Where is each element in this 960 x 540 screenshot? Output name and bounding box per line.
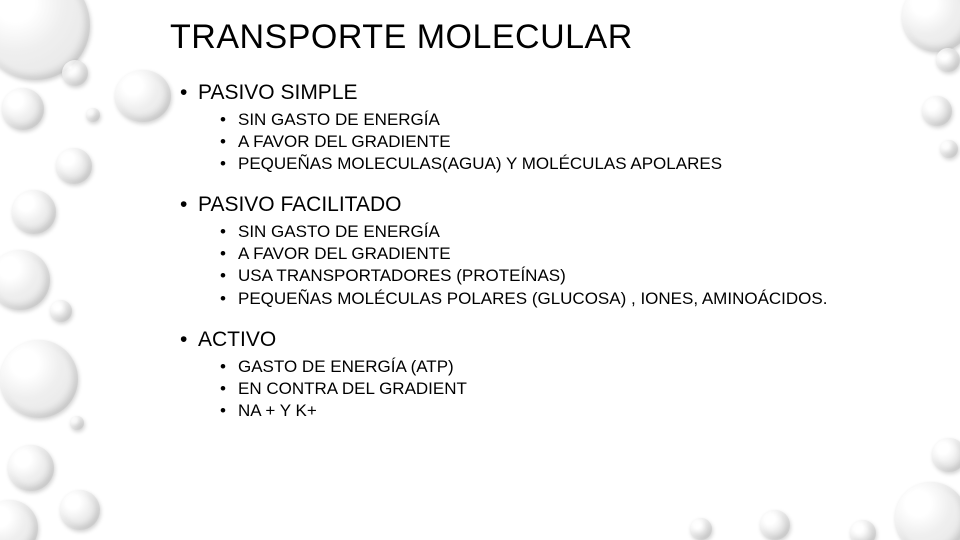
droplet-icon [760,510,790,540]
list-item: EN CONTRA DEL GRADIENT [220,378,920,400]
section: ACTIVO GASTO DE ENERGÍA (ATP)EN CONTRA DE… [180,328,920,422]
list-item: SIN GASTO DE ENERGÍA [220,221,920,243]
list-item: PEQUEÑAS MOLECULAS(AGUA) Y MOLÉCULAS APO… [220,153,920,175]
section-items: SIN GASTO DE ENERGÍAA FAVOR DEL GRADIENT… [220,109,920,175]
droplet-icon [850,520,876,540]
section-items: GASTO DE ENERGÍA (ATP)EN CONTRA DEL GRAD… [220,356,920,422]
section-items: SIN GASTO DE ENERGÍAA FAVOR DEL GRADIENT… [220,221,920,309]
list-item: USA TRANSPORTADORES (PROTEÍNAS) [220,265,920,287]
slide-content: TRANSPORTE MOLECULAR PASIVO SIMPLE SIN GA… [0,0,960,460]
section-heading: ACTIVO [180,328,920,352]
droplet-icon [0,500,38,540]
list-item: PEQUEÑAS MOLÉCULAS POLARES (GLUCOSA) , I… [220,288,920,310]
slide-title: TRANSPORTE MOLECULAR [170,18,920,57]
section-heading: PASIVO SIMPLE [180,81,920,105]
section-heading: PASIVO FACILITADO [180,193,920,217]
droplet-icon [690,518,712,540]
list-item: SIN GASTO DE ENERGÍA [220,109,920,131]
section: PASIVO FACILITADO SIN GASTO DE ENERGÍAA F… [180,193,920,309]
outline-list: PASIVO SIMPLESIN GASTO DE ENERGÍAA FAVOR… [180,81,920,422]
list-item: GASTO DE ENERGÍA (ATP) [220,356,920,378]
list-item: A FAVOR DEL GRADIENTE [220,243,920,265]
section: PASIVO SIMPLE SIN GASTO DE ENERGÍAA FAVOR… [180,81,920,175]
droplet-icon [60,490,100,530]
droplet-icon [895,482,960,540]
list-item: NA + Y K+ [220,400,920,422]
list-item: A FAVOR DEL GRADIENTE [220,131,920,153]
